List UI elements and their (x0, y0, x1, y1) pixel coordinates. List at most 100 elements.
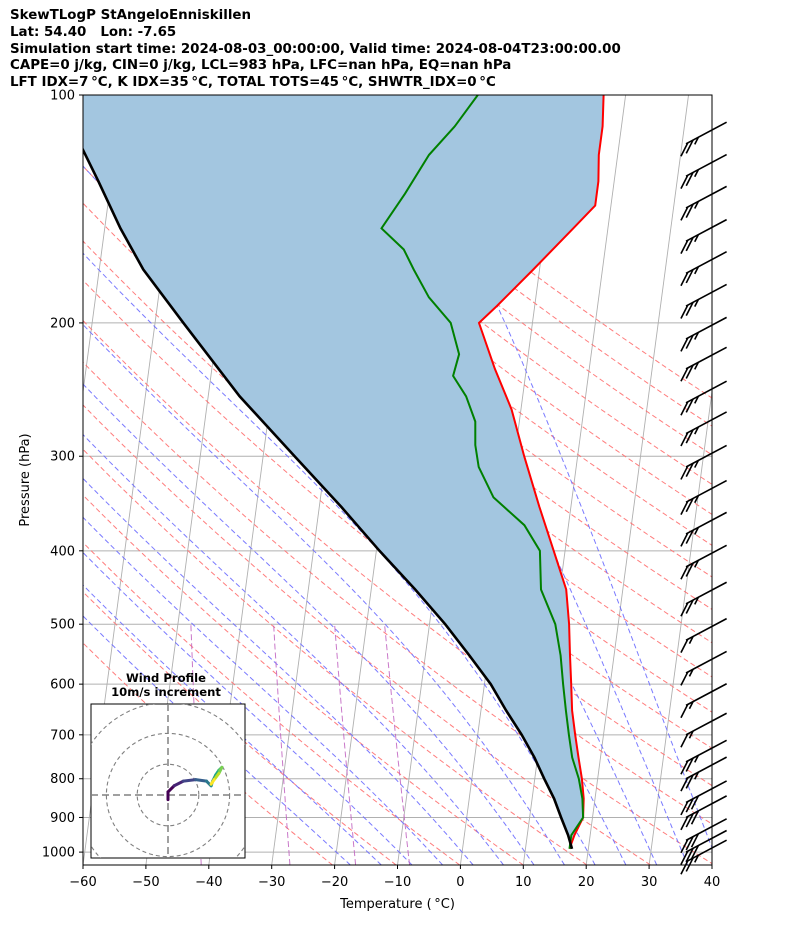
wind-barb-flag (685, 757, 694, 772)
wind-barb (680, 411, 727, 447)
wind-barb-flag (680, 801, 689, 816)
wind-barb-flag (694, 332, 700, 340)
moist-adiabat (83, 615, 351, 865)
wind-barb (680, 380, 727, 416)
wind-barb (680, 829, 727, 865)
x-tick-label: 10 (515, 875, 532, 890)
wind-barb (680, 218, 727, 255)
isotherm-line (83, 95, 123, 396)
wind-barb-flag (680, 565, 689, 580)
wind-barb-flag (694, 460, 700, 468)
moist-adiabat (83, 584, 382, 865)
wind-barb-flag (680, 401, 689, 416)
wind-barb-flag (694, 395, 700, 404)
wind-barb-flag (680, 733, 689, 748)
wind-barb-flag (694, 201, 700, 209)
moist-adiabat (83, 252, 596, 865)
parcel-profile (83, 147, 574, 850)
wind-barb-flag (680, 638, 689, 654)
moist-adiabat (83, 433, 504, 865)
wind-barb-flag (694, 527, 700, 535)
wind-barb-flag (685, 429, 694, 444)
moist-adiabat (83, 383, 535, 865)
wind-barb-flag (680, 860, 689, 875)
wind-barb (680, 712, 727, 748)
y-tick-label: 900 (50, 811, 75, 826)
mixing-ratio-line (273, 624, 291, 865)
dry-adiabat (180, 95, 712, 516)
wind-barb-flag (694, 361, 700, 370)
wind-barb-flag (680, 432, 689, 447)
hodograph-trace-segment (194, 778, 208, 783)
wind-barb-flag (685, 172, 694, 187)
isotherm-line (711, 861, 712, 865)
y-tick-label: 200 (50, 316, 75, 331)
hodograph-title: Wind Profile 10m/s increment (91, 671, 241, 699)
wind-barb-flag (688, 701, 694, 710)
x-tick-label: −10 (384, 875, 411, 890)
y-tick-label: 600 (50, 678, 75, 693)
wind-barb-flag (685, 836, 694, 851)
wind-barb-flag (680, 500, 689, 515)
wind-barb-flag (680, 816, 689, 831)
wind-barb-flag (688, 730, 694, 739)
hodograph-subtitle: 10m/s increment (111, 685, 221, 699)
moist-adiabat (83, 323, 565, 865)
wind-barb-flag (685, 139, 694, 154)
dry-adiabat (83, 240, 712, 749)
x-tick-label: −60 (69, 875, 96, 890)
wind-barb-flag (694, 426, 700, 435)
wind-barb-flag (688, 636, 694, 644)
wind-barb-flag (680, 777, 689, 792)
wind-barb-flag (690, 795, 700, 810)
wind-barb-flag (694, 266, 700, 275)
wind-barb (680, 479, 727, 515)
wind-barb (680, 739, 727, 775)
wind-barb (680, 780, 727, 816)
wind-barb-flag (685, 599, 694, 614)
wind-barb-flag (685, 398, 694, 413)
wind-barb-flag (694, 596, 700, 605)
wind-barb-flag (694, 299, 700, 307)
wind-barb (680, 683, 727, 719)
dry-adiabat (83, 361, 712, 865)
wind-barb-flag (694, 234, 700, 243)
chart-header: SkewTLogP StAngeloEnniskillen Lat: 54.40… (10, 8, 780, 92)
hodograph-trace-segment (181, 778, 198, 783)
temperature-profile (477, 95, 605, 850)
index-line: LFT IDX=7 °C, K IDX=35 °C, TOTAL TOTS=45… (10, 75, 496, 91)
wind-barb-flag (688, 668, 694, 677)
wind-barb-flag (680, 206, 689, 221)
wind-barb (680, 153, 727, 189)
chart-title: SkewTLogP StAngeloEnniskillen (10, 8, 252, 23)
y-tick-label: 500 (50, 618, 75, 633)
wind-barb-flag (685, 562, 694, 577)
isotherm-line (648, 388, 712, 865)
wind-barb-flag (685, 798, 694, 813)
moist-adiabat (83, 551, 413, 865)
x-tick-label: −20 (321, 875, 348, 890)
dry-adiabat (83, 591, 397, 865)
wind-barb-flag (680, 704, 689, 719)
dry-adiabat (277, 95, 712, 427)
wind-barb-flag (685, 813, 694, 828)
wind-barb-flag (680, 142, 689, 157)
wind-barb-flag (694, 495, 700, 504)
wind-barb-flag (685, 847, 694, 863)
cape-line: CAPE=0 j/kg, CIN=0 j/kg, LCL=983 hPa, LF… (10, 58, 512, 74)
wind-barb (680, 346, 727, 382)
mixing-ratio-line (334, 624, 357, 865)
dry-adiabat (83, 541, 460, 865)
location-line: Lat: 54.40 Lon: -7.65 (10, 24, 177, 40)
x-tick-label: 40 (704, 875, 721, 890)
x-tick-label: 30 (641, 875, 658, 890)
hodograph-trace-segment (209, 778, 216, 786)
dry-adiabat (83, 448, 588, 865)
wind-barb (680, 444, 727, 480)
wind-barb (680, 617, 727, 654)
wind-barb-flag (680, 174, 689, 189)
y-axis-label: Pressure (hPa) (18, 433, 33, 526)
wind-barb (680, 251, 727, 287)
hodograph-trace-segment (172, 779, 185, 788)
